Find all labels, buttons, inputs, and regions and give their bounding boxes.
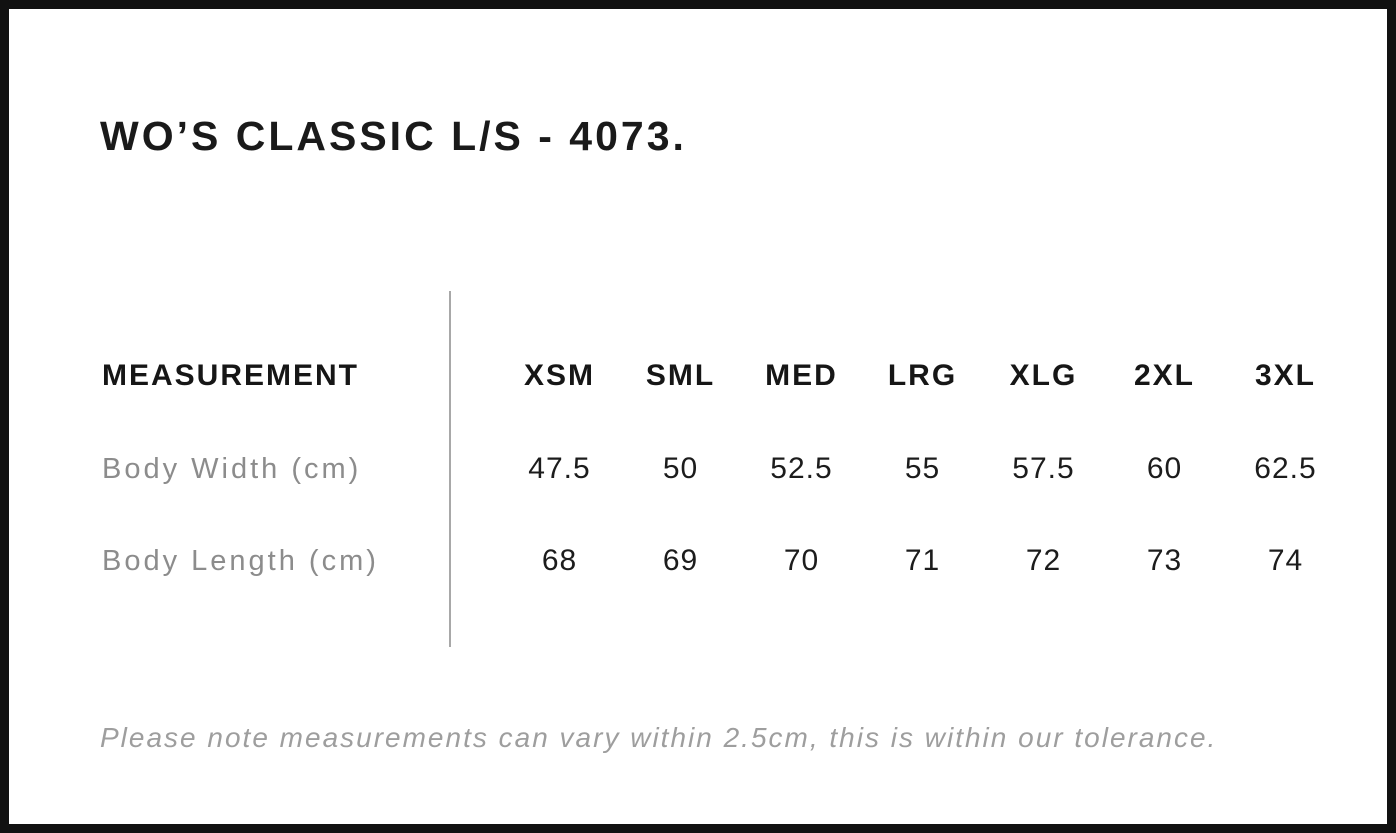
body-width-value-3xl: 62.5 <box>1254 452 1317 485</box>
row-values-body-width: 47.5 50 52.5 55 57.5 60 62.5 <box>499 452 1347 486</box>
body-length-value-3xl: 74 <box>1267 544 1304 577</box>
table-row-body-width: Body Width (cm) 47.5 50 52.5 55 57.5 60 … <box>102 449 1347 489</box>
size-header-columns: XSM SML MED LRG XLG 2XL 3XL <box>499 359 1347 393</box>
body-length-value-xsm: 68 <box>541 544 578 577</box>
size-column-header-med: MED <box>765 359 838 392</box>
page-title: WO’S CLASSIC L/S - 4073. <box>100 113 687 159</box>
size-column-header-sml: SML <box>645 359 716 392</box>
size-column-header-3xl: 3XL <box>1254 359 1317 392</box>
row-label-body-length: Body Length (cm) <box>102 544 379 577</box>
body-width-value-2xl: 60 <box>1146 452 1183 485</box>
row-values-body-length: 68 69 70 71 72 73 74 <box>499 544 1347 578</box>
row-label-body-width: Body Width (cm) <box>102 452 362 485</box>
table-header-row: MEASUREMENT XSM SML MED LRG XLG 2XL 3XL <box>102 356 1347 396</box>
body-width-value-xsm: 47.5 <box>528 452 591 485</box>
table-vertical-divider <box>449 291 451 647</box>
body-length-value-med: 70 <box>783 544 820 577</box>
body-width-value-med: 52.5 <box>770 452 833 485</box>
body-width-value-sml: 50 <box>662 452 699 485</box>
size-column-header-lrg: LRG <box>887 359 958 392</box>
body-length-value-2xl: 73 <box>1146 544 1183 577</box>
size-column-header-xlg: XLG <box>1009 359 1078 392</box>
measurement-column-header: MEASUREMENT <box>102 359 360 392</box>
body-length-value-sml: 69 <box>662 544 699 577</box>
size-column-header-xsm: XSM <box>523 359 595 392</box>
table-row-body-length: Body Length (cm) 68 69 70 71 72 73 74 <box>102 541 1347 581</box>
body-length-value-lrg: 71 <box>904 544 941 577</box>
body-width-value-lrg: 55 <box>904 452 941 485</box>
tolerance-note: Please note measurements can vary within… <box>100 722 1218 753</box>
body-width-value-xlg: 57.5 <box>1012 452 1075 485</box>
size-column-header-2xl: 2XL <box>1133 359 1196 392</box>
body-length-value-xlg: 72 <box>1025 544 1062 577</box>
